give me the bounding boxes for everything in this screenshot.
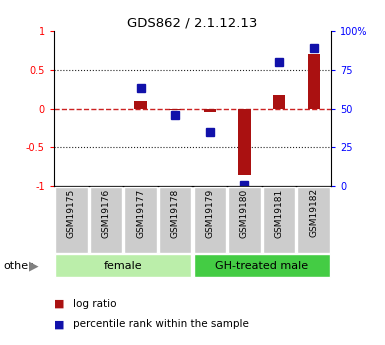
- Text: GSM19178: GSM19178: [171, 188, 180, 238]
- Bar: [263, 187, 295, 253]
- Text: ■: ■: [54, 299, 64, 308]
- Bar: [134, 101, 147, 109]
- Text: GSM19182: GSM19182: [309, 188, 318, 237]
- Bar: [55, 254, 191, 277]
- Text: percentile rank within the sample: percentile rank within the sample: [73, 319, 249, 329]
- Text: ■: ■: [54, 319, 64, 329]
- Text: GH-treated male: GH-treated male: [215, 261, 308, 270]
- Bar: [273, 95, 285, 109]
- Text: log ratio: log ratio: [73, 299, 117, 308]
- Bar: [194, 187, 226, 253]
- Bar: [204, 109, 216, 112]
- Text: ▶: ▶: [29, 259, 38, 272]
- Bar: [55, 187, 87, 253]
- Bar: [238, 109, 251, 175]
- Bar: [169, 109, 181, 110]
- Text: GSM19181: GSM19181: [275, 188, 284, 238]
- Title: GDS862 / 2.1.12.13: GDS862 / 2.1.12.13: [127, 17, 258, 30]
- Text: other: other: [4, 261, 33, 270]
- Text: GSM19179: GSM19179: [205, 188, 214, 238]
- Bar: [308, 55, 320, 109]
- Bar: [228, 187, 261, 253]
- Text: GSM19177: GSM19177: [136, 188, 145, 238]
- Bar: [159, 187, 191, 253]
- Text: female: female: [104, 261, 142, 270]
- Text: GSM19175: GSM19175: [67, 188, 76, 238]
- Text: GSM19176: GSM19176: [101, 188, 110, 238]
- Bar: [90, 187, 122, 253]
- Bar: [194, 254, 330, 277]
- Bar: [124, 187, 157, 253]
- Bar: [298, 187, 330, 253]
- Text: GSM19180: GSM19180: [240, 188, 249, 238]
